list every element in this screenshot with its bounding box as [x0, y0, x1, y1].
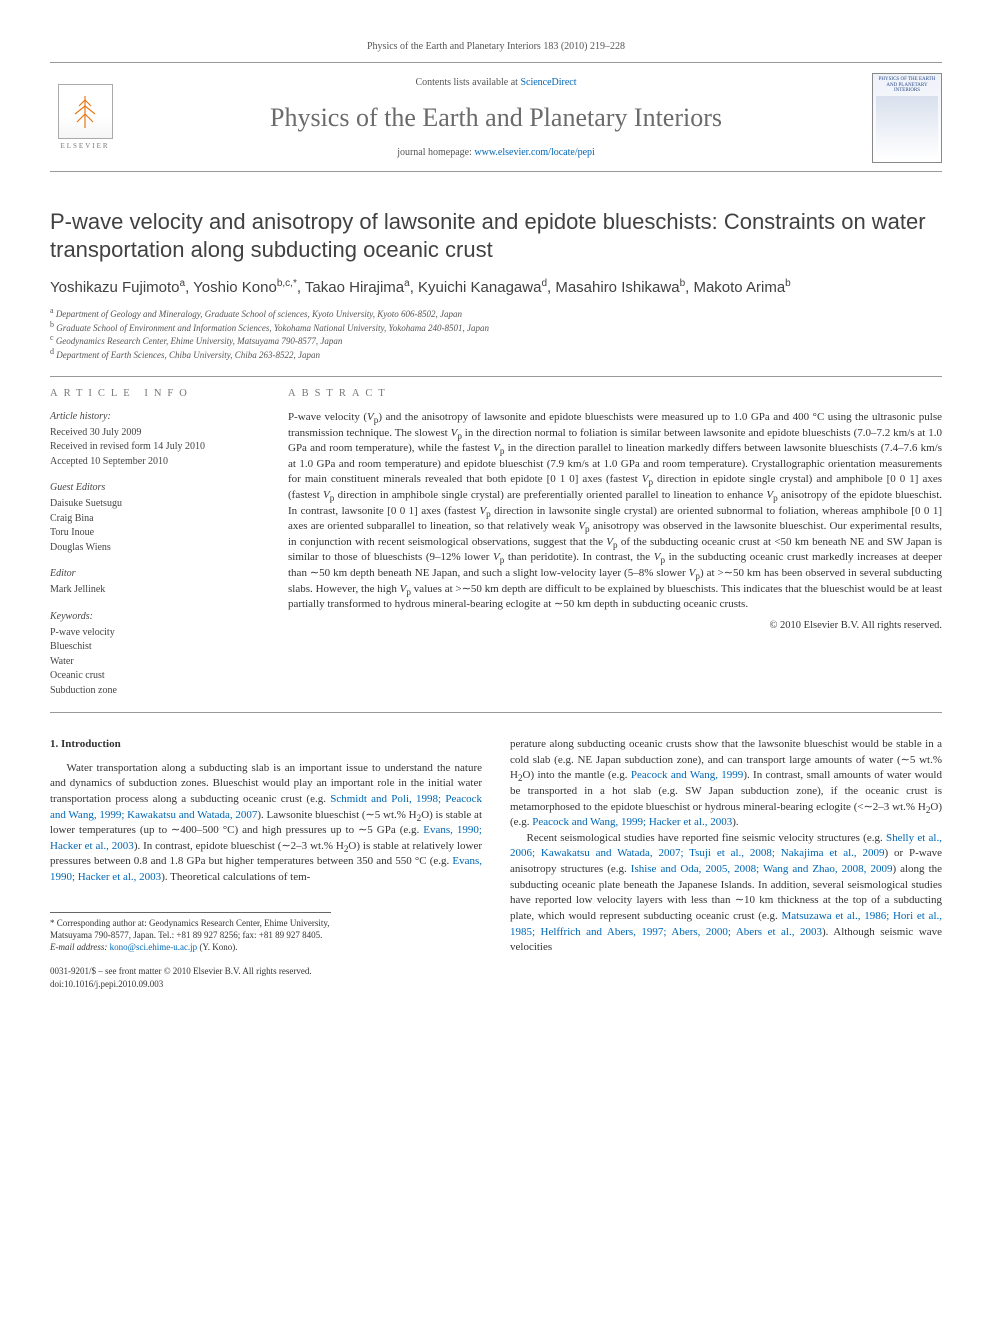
journal-name: Physics of the Earth and Planetary Inter… — [130, 100, 862, 136]
masthead: ELSEVIER Contents lists available at Sci… — [50, 63, 942, 172]
history-item: Received 30 July 2009 — [50, 426, 260, 441]
body-column-left: 1. Introduction Water transportation alo… — [50, 737, 482, 990]
publisher-label: ELSEVIER — [60, 142, 109, 152]
body-column-right: perature along subducting oceanic crusts… — [510, 737, 942, 990]
cover-thumb-title: PHYSICS OF THE EARTH AND PLANETARY INTER… — [876, 77, 938, 94]
corresponding-author-note: * Corresponding author at: Geodynamics R… — [50, 917, 331, 941]
keyword-item: Blueschist — [50, 640, 260, 655]
affiliation-item: a Department of Geology and Mineralogy, … — [50, 308, 942, 322]
article-info-heading: article info — [50, 387, 260, 402]
elsevier-logo-icon — [58, 84, 113, 139]
email-line: E-mail address: kono@sci.ehime-u.ac.jp (… — [50, 941, 331, 953]
keyword-item: Subduction zone — [50, 684, 260, 699]
body-columns: 1. Introduction Water transportation alo… — [50, 737, 942, 990]
history-item: Accepted 10 September 2010 — [50, 455, 260, 470]
homepage-link[interactable]: www.elsevier.com/locate/pepi — [474, 147, 594, 158]
authors-line: Yoshikazu Fujimotoa, Yoshio Konob,c,*, T… — [50, 277, 942, 298]
guest-editor-item: Toru Inoue — [50, 526, 260, 541]
publisher-logo-block: ELSEVIER — [50, 84, 120, 152]
email-suffix: (Y. Kono). — [197, 942, 237, 952]
keyword-item: Water — [50, 655, 260, 670]
contents-available-line: Contents lists available at ScienceDirec… — [130, 76, 862, 90]
keywords-label: Keywords: — [50, 610, 260, 624]
doi-line: doi:10.1016/j.pepi.2010.09.003 — [50, 978, 482, 991]
affiliations-list: a Department of Geology and Mineralogy, … — [50, 308, 942, 362]
email-label: E-mail address: — [50, 942, 107, 952]
guest-editors-list: Daisuke SuetsuguCraig BinaToru InoueDoug… — [50, 497, 260, 555]
history-list: Received 30 July 2009Received in revised… — [50, 426, 260, 470]
intro-paragraph-2: Recent seismological studies have report… — [510, 831, 942, 956]
keyword-item: P-wave velocity — [50, 626, 260, 641]
homepage-line: journal homepage: www.elsevier.com/locat… — [130, 146, 862, 160]
guest-editor-item: Douglas Wiens — [50, 541, 260, 556]
keyword-item: Oceanic crust — [50, 669, 260, 684]
article-title: P-wave velocity and anisotropy of lawson… — [50, 208, 942, 263]
contents-prefix: Contents lists available at — [415, 77, 520, 88]
divider-top — [50, 376, 942, 377]
masthead-center: Contents lists available at ScienceDirec… — [130, 76, 862, 160]
history-item: Received in revised form 14 July 2010 — [50, 440, 260, 455]
guest-editors-label: Guest Editors — [50, 481, 260, 495]
keywords-list: P-wave velocityBlueschistWaterOceanic cr… — [50, 626, 260, 699]
front-matter-line: 0031-9201/$ – see front matter © 2010 El… — [50, 965, 482, 978]
cover-thumb-image — [876, 96, 938, 160]
editor-label: Editor — [50, 567, 260, 581]
email-link[interactable]: kono@sci.ehime-u.ac.jp — [110, 942, 198, 952]
journal-cover-thumb: PHYSICS OF THE EARTH AND PLANETARY INTER… — [872, 73, 942, 163]
footnote-block: * Corresponding author at: Geodynamics R… — [50, 912, 331, 953]
editor-name: Mark Jellinek — [50, 583, 260, 598]
homepage-prefix: journal homepage: — [397, 147, 474, 158]
article-info-block: article info Article history: Received 3… — [50, 387, 260, 698]
abstract-heading: abstract — [288, 387, 942, 402]
history-label: Article history: — [50, 410, 260, 424]
abstract-block: abstract P-wave velocity (Vp) and the an… — [288, 387, 942, 698]
intro-paragraph-1: Water transportation along a subducting … — [50, 761, 482, 886]
info-abstract-row: article info Article history: Received 3… — [50, 387, 942, 713]
abstract-text: P-wave velocity (Vp) and the anisotropy … — [288, 410, 942, 613]
affiliation-item: b Graduate School of Environment and Inf… — [50, 322, 942, 336]
copyright-footer: 0031-9201/$ – see front matter © 2010 El… — [50, 965, 482, 990]
journal-citation-line: Physics of the Earth and Planetary Inter… — [50, 40, 942, 63]
affiliation-item: c Geodynamics Research Center, Ehime Uni… — [50, 335, 942, 349]
abstract-copyright: © 2010 Elsevier B.V. All rights reserved… — [288, 619, 942, 634]
section-heading-intro: 1. Introduction — [50, 737, 482, 753]
intro-paragraph-1-cont: perature along subducting oceanic crusts… — [510, 737, 942, 831]
affiliation-item: d Department of Earth Sciences, Chiba Un… — [50, 349, 942, 363]
article-title-block: P-wave velocity and anisotropy of lawson… — [50, 208, 942, 362]
sciencedirect-link[interactable]: ScienceDirect — [520, 77, 576, 88]
guest-editor-item: Daisuke Suetsugu — [50, 497, 260, 512]
guest-editor-item: Craig Bina — [50, 512, 260, 527]
